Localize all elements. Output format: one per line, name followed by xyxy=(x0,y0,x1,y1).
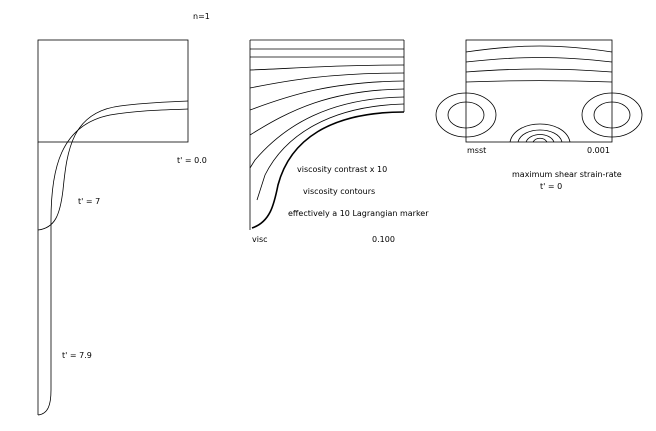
label: t' = 7 xyxy=(78,197,100,206)
contour xyxy=(251,111,405,229)
contour xyxy=(465,80,613,83)
curve xyxy=(37,108,189,416)
contour xyxy=(447,101,485,129)
left-panel: t' = 0.0 t' = 7 t' = 7.9 xyxy=(37,39,207,416)
label: t' = 0.0 xyxy=(177,156,207,165)
contour xyxy=(517,129,563,143)
note: t' = 0 xyxy=(540,182,562,191)
value: 0.100 xyxy=(372,235,395,244)
contour xyxy=(249,72,405,89)
contour xyxy=(435,92,497,138)
contour xyxy=(256,103,405,201)
contour xyxy=(249,88,405,136)
contour xyxy=(525,134,555,143)
contour xyxy=(581,92,643,138)
contour xyxy=(465,68,613,73)
contour xyxy=(593,101,631,129)
middle-panel: visc 0.100 viscosity contrast x 10 visco… xyxy=(249,39,429,244)
note: viscosity contrast x 10 xyxy=(297,165,387,174)
contour xyxy=(465,45,613,53)
box xyxy=(465,39,613,143)
curve xyxy=(37,100,189,231)
contour xyxy=(249,64,405,71)
contour xyxy=(509,123,571,143)
box xyxy=(37,39,189,143)
contour xyxy=(249,80,405,111)
right-panel: msst 0.001 maximum shear strain-rate t' … xyxy=(435,39,643,191)
title: n=1 xyxy=(193,12,210,21)
note: viscosity contours xyxy=(303,187,375,196)
contour xyxy=(532,137,548,143)
contour xyxy=(465,57,613,63)
name: visc xyxy=(252,235,268,244)
note: maximum shear strain-rate xyxy=(512,170,622,179)
contour xyxy=(249,96,405,169)
value: 0.001 xyxy=(587,146,610,155)
label: t' = 7.9 xyxy=(62,351,92,360)
name: msst xyxy=(467,146,486,155)
note: effectively a 10 Lagrangian marker xyxy=(288,209,429,218)
